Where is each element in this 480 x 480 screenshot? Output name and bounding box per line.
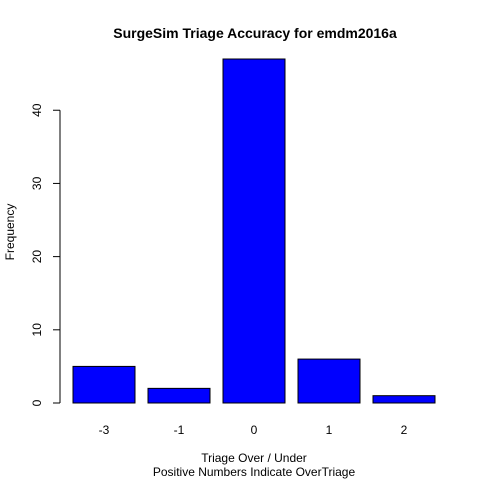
bars xyxy=(72,58,436,404)
y-tick-label: 0 xyxy=(30,399,44,406)
y-tick-label: 10 xyxy=(30,323,44,337)
x-tick-label: 2 xyxy=(401,423,408,437)
x-tick-label: -3 xyxy=(99,423,110,437)
bar-0 xyxy=(222,58,286,404)
bar--1 xyxy=(147,387,211,404)
bar--3 xyxy=(72,365,136,404)
x-tick-label: -1 xyxy=(174,423,185,437)
x-tick-label: 1 xyxy=(326,423,333,437)
chart-title: SurgeSim Triage Accuracy for emdm2016a xyxy=(113,25,397,41)
y-tick-label: 30 xyxy=(30,176,44,190)
bar-2 xyxy=(372,395,436,404)
y-tick-label: 40 xyxy=(30,103,44,117)
y-axis-label: Frequency xyxy=(3,204,17,261)
x-axis-label: Triage Over / Under xyxy=(201,451,307,465)
y-axis: 0 10 20 30 40 xyxy=(30,103,61,406)
x-tick-label: 0 xyxy=(251,423,258,437)
y-tick-label: 20 xyxy=(30,250,44,264)
x-tick-labels: -3 -1 0 1 2 xyxy=(99,423,408,437)
bar-1 xyxy=(297,358,361,404)
x-axis-sublabel: Positive Numbers Indicate OverTriage xyxy=(153,465,356,479)
